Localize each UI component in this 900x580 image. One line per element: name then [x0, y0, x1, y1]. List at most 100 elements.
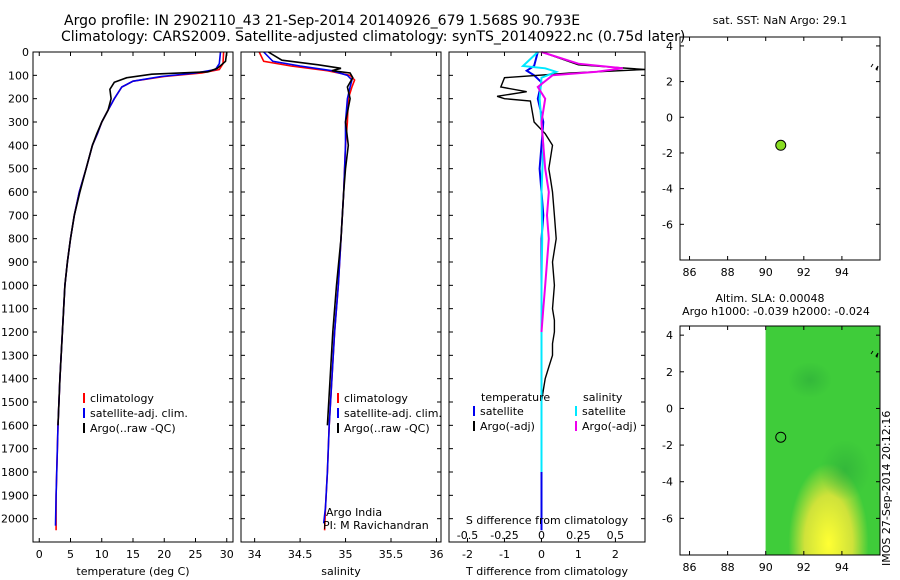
- temperature-ytick-label: 200: [8, 93, 29, 106]
- sst-map-xtick-label: 92: [797, 266, 811, 279]
- temperature-xtick-label: 5: [67, 548, 74, 561]
- sst-map-coastline: [870, 63, 879, 71]
- difference-axes-frame: [448, 51, 646, 543]
- footer-institution: Argo India: [326, 506, 383, 519]
- sla-map-ytick-label: -6: [662, 512, 673, 525]
- temperature-ytick-label: 1300: [1, 349, 29, 362]
- difference-s-tick-label: 0.5: [607, 529, 625, 542]
- temperature-ytick-label: 100: [8, 69, 29, 82]
- sst-map-ytick-label: -2: [662, 147, 673, 160]
- footer-stamp: IMOS 27-Sep-2014 20:12:16: [880, 410, 893, 566]
- temperature-ytick-label: 1600: [1, 419, 29, 432]
- difference-series-3: [536, 51, 623, 333]
- difference-xlabel-top: S difference from climatology: [466, 514, 629, 527]
- difference-xtick-label: 2: [612, 548, 619, 561]
- temperature-ytick-label: 1000: [1, 279, 29, 292]
- temperature-legend-2-label: Argo(..raw -QC): [90, 422, 176, 435]
- sst-map-xtick-label: 86: [683, 266, 697, 279]
- difference-legend-header-salinity: salinity: [583, 391, 623, 404]
- sla-map-subtitle: Argo h1000: -0.039 h2000: -0.024: [682, 305, 870, 318]
- footer-pi: PI: M Ravichandran: [323, 519, 429, 532]
- sst-map-xtick-label: 90: [759, 266, 773, 279]
- panels-layer: 0100200300400500600700800900100011001200…: [1, 14, 881, 578]
- sla-map-title: Altim. SLA: 0.00048: [715, 292, 824, 305]
- salinity-xtick-label: 35.5: [379, 548, 404, 561]
- temperature-ytick-label: 1400: [1, 373, 29, 386]
- temperature-xlabel: temperature (deg C): [76, 565, 189, 578]
- difference-series-1: [496, 51, 646, 403]
- salinity-series-1: [263, 51, 353, 524]
- temperature-xtick-label: 0: [36, 548, 43, 561]
- header-line2: Climatology: CARS2009. Satellite-adjuste…: [61, 29, 686, 45]
- sla-map-ytick-label: 4: [666, 329, 673, 342]
- salinity-series-2: [267, 51, 354, 426]
- sla-map-xtick-label: 92: [797, 561, 811, 574]
- difference-legend-2-label: satellite: [582, 405, 626, 418]
- temperature-ytick-label: 0: [22, 46, 29, 59]
- difference-s-tick-label: -0.5: [457, 529, 478, 542]
- salinity-xlabel: salinity: [321, 565, 361, 578]
- sst-map-ytick-label: 4: [666, 40, 673, 53]
- temperature-axes-frame: [32, 51, 234, 543]
- difference-xtick-label: 1: [575, 548, 582, 561]
- salinity-xtick-label: 34.5: [288, 548, 313, 561]
- temperature-ytick-label: 700: [8, 209, 29, 222]
- salinity-axes-frame: [240, 51, 442, 543]
- sst-map-ytick-label: 2: [666, 76, 673, 89]
- sla-map-coastline: [870, 350, 879, 358]
- temperature-xtick-label: 30: [220, 548, 234, 561]
- salinity-xtick-label: 34: [248, 548, 262, 561]
- sla-map-xtick-label: 94: [835, 561, 849, 574]
- temperature-xtick-label: 10: [95, 548, 109, 561]
- temperature-series-0: [55, 51, 225, 531]
- temperature-legend-1-label: satellite-adj. clim.: [90, 407, 188, 420]
- sst-map-ytick-label: -6: [662, 218, 673, 231]
- sst-map-frame: [679, 36, 881, 261]
- temperature-ytick-label: 1100: [1, 303, 29, 316]
- temperature-ytick-label: 2000: [1, 513, 29, 526]
- salinity-legend-1-label: satellite-adj. clim.: [344, 407, 442, 420]
- difference-s-tick-label: 0.25: [566, 529, 591, 542]
- temperature-ytick-label: 500: [8, 163, 29, 176]
- sst-map-title: sat. SST: NaN Argo: 29.1: [713, 14, 847, 27]
- difference-s-tick-label: -0.25: [490, 529, 518, 542]
- temperature-ytick-label: 800: [8, 233, 29, 246]
- sst-map-ytick-label: -4: [662, 183, 673, 196]
- salinity-xtick-label: 35: [339, 548, 353, 561]
- temperature-ytick-label: 1800: [1, 466, 29, 479]
- sla-map-ytick-label: -4: [662, 476, 673, 489]
- sst-map-point: [775, 139, 787, 151]
- sla-map-xtick-label: 86: [683, 561, 697, 574]
- difference-legend-header-temperature: temperature: [481, 391, 550, 404]
- sla-map-frame: [679, 325, 881, 556]
- sla-map-field-blob: [788, 362, 832, 398]
- temperature-series-1: [54, 51, 222, 526]
- temperature-series-2: [57, 51, 228, 426]
- difference-xtick-label: -1: [499, 548, 510, 561]
- sla-map-ytick-label: 0: [666, 402, 673, 415]
- temperature-ytick-label: 1700: [1, 443, 29, 456]
- difference-xtick-label: -2: [462, 548, 473, 561]
- sla-map-ytick-label: 2: [666, 366, 673, 379]
- sla-map-xtick-label: 90: [759, 561, 773, 574]
- temperature-ytick-label: 400: [8, 139, 29, 152]
- salinity-legend-0-label: climatology: [344, 392, 408, 405]
- sst-map-ytick-label: 0: [666, 111, 673, 124]
- difference-xlabel: T difference from climatology: [465, 565, 628, 578]
- temperature-xtick-label: 25: [189, 548, 203, 561]
- difference-legend-1-label: Argo(-adj): [480, 420, 535, 433]
- salinity-legend-2-label: Argo(..raw -QC): [344, 422, 430, 435]
- temperature-ytick-label: 1500: [1, 396, 29, 409]
- sla-map-xtick-label: 88: [721, 561, 735, 574]
- header-line1: Argo profile: IN 2902110_43 21-Sep-2014 …: [64, 13, 581, 29]
- sla-map-field-gradient: [765, 326, 880, 555]
- temperature-ytick-label: 900: [8, 256, 29, 269]
- salinity-xtick-label: 36: [429, 548, 443, 561]
- difference-s-tick-label: 0: [538, 529, 545, 542]
- sla-map-point: [775, 431, 787, 443]
- difference-series-2: [520, 51, 560, 472]
- difference-xtick-label: 0: [538, 548, 545, 561]
- sst-map-xtick-label: 88: [721, 266, 735, 279]
- sst-map-xtick-label: 94: [835, 266, 849, 279]
